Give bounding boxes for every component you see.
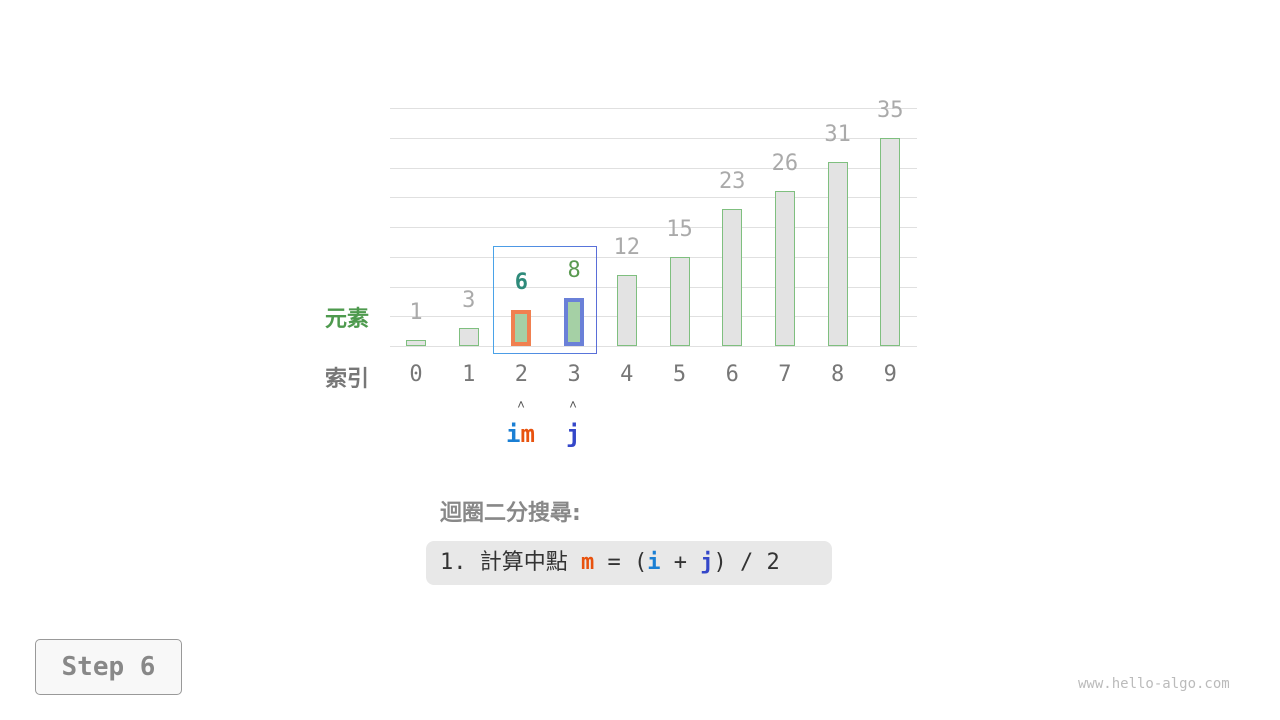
pointer-j: j: [566, 420, 581, 448]
gridline: [390, 256, 917, 258]
formula-box: 1. 計算中點 m = (i + j) / 2: [426, 541, 832, 585]
index-label: 5: [672, 362, 687, 387]
index-row-label: 索引: [325, 367, 370, 392]
bar: [616, 274, 637, 346]
gridline: [390, 346, 917, 347]
formula-plus: +: [660, 550, 701, 575]
bar: [406, 340, 426, 346]
section-title: 迴圈二分搜尋:: [440, 501, 581, 526]
bar: [722, 209, 743, 346]
gridline: [390, 286, 917, 288]
formula-eq: = (: [594, 550, 648, 575]
value-label: 26: [771, 151, 799, 177]
bar: [880, 137, 901, 346]
value-label: 35: [877, 97, 904, 123]
step-button[interactable]: Step 6: [35, 639, 182, 695]
element-row-label: 元素: [325, 307, 370, 332]
index-label: 6: [725, 362, 739, 387]
index-label: 0: [409, 362, 423, 387]
index-label: 1: [462, 362, 476, 387]
formula-i: i: [647, 550, 661, 575]
formula-prefix: 1. 計算中點: [440, 550, 581, 575]
index-label: 8: [830, 362, 845, 387]
pointer-arrow-i: ˄: [517, 398, 525, 413]
formula-j: j: [700, 550, 714, 575]
pointer-m: m: [520, 420, 535, 448]
index-label: 9: [883, 362, 897, 387]
pointer-im: im: [506, 420, 535, 448]
footer-url: www.hello-algo.com: [1078, 676, 1230, 692]
index-label: 4: [620, 362, 634, 387]
value-label: 1: [409, 300, 423, 326]
range-box-i: [493, 246, 597, 354]
bar: [458, 328, 479, 346]
pointer-i: i: [506, 420, 521, 448]
gridline: [390, 316, 917, 318]
formula-suffix: ) / 2: [713, 550, 780, 575]
gridline: [390, 227, 917, 228]
value-label: 23: [718, 169, 746, 195]
value-label: 3: [462, 288, 476, 314]
index-label: 2: [514, 362, 529, 387]
index-label: 3: [567, 362, 581, 387]
formula-m: m: [580, 550, 595, 575]
value-label: 12: [613, 234, 641, 260]
bar: [669, 256, 690, 346]
index-label: 7: [778, 362, 792, 387]
gridline: [390, 167, 917, 169]
bar: [774, 191, 795, 346]
gridline: [390, 108, 917, 109]
gridline: [390, 197, 917, 199]
gridline: [390, 137, 917, 139]
bar: [827, 161, 848, 346]
value-label: 15: [666, 216, 693, 242]
value-label: 31: [824, 121, 851, 147]
pointer-arrow-j: ˄: [569, 398, 577, 413]
